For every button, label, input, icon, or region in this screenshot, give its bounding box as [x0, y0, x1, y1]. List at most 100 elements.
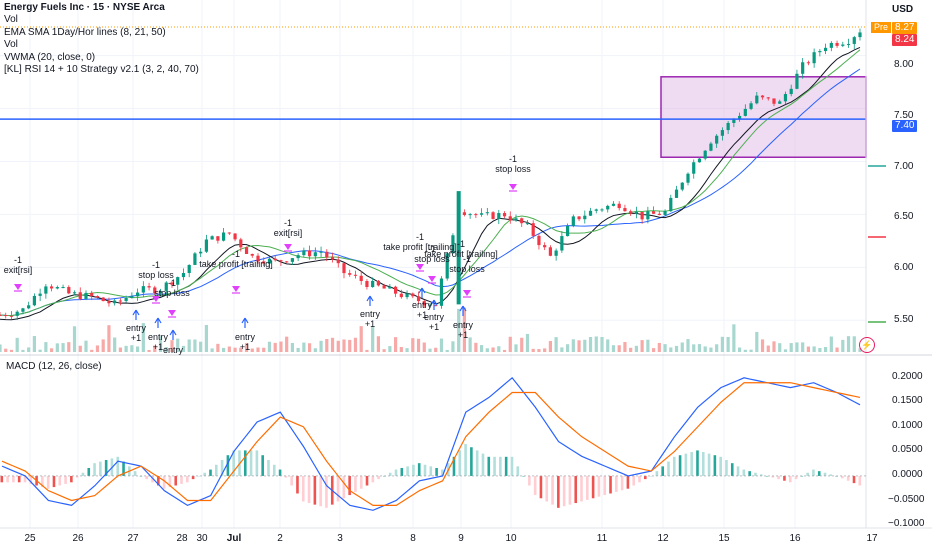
histogram-bar — [586, 475, 589, 500]
strategy-label-stop-loss: -1 stop loss — [449, 254, 485, 274]
macd-tick: 0.0000 — [892, 469, 923, 480]
last-price-tag: 8.24 — [892, 34, 918, 46]
legend-volume[interactable]: Vol — [4, 14, 18, 26]
legend-volume-2[interactable]: Vol — [4, 39, 18, 51]
volume-bar — [600, 336, 604, 352]
histogram-bar — [754, 472, 757, 476]
histogram-bar — [626, 475, 630, 489]
candle-body — [846, 43, 851, 45]
volume-bar — [606, 339, 610, 352]
macd-line — [1, 376, 861, 511]
candle-body — [359, 275, 363, 282]
volume-bar — [405, 348, 409, 352]
exit-marker — [168, 310, 176, 316]
entry-marker — [154, 317, 162, 328]
candle-body — [760, 95, 765, 98]
volume-bar — [715, 344, 719, 352]
volume-bar — [657, 342, 661, 352]
currency-label[interactable]: USD — [892, 4, 914, 15]
candle-body — [474, 214, 478, 216]
histogram-bar — [644, 475, 647, 480]
candle-body — [646, 211, 650, 220]
histogram-bar — [255, 450, 259, 476]
volume-bar — [829, 336, 833, 352]
histogram-bar — [64, 475, 67, 484]
histogram-bar — [684, 453, 688, 476]
volume-bar — [445, 349, 449, 352]
candle-body — [726, 122, 730, 131]
candle-body — [806, 62, 810, 64]
histogram-bar — [557, 475, 560, 508]
candle-body — [514, 218, 518, 221]
volume-bar — [101, 339, 105, 352]
candle-body — [27, 305, 31, 309]
volume-bar — [646, 339, 650, 352]
histogram-bar — [539, 475, 543, 499]
volume-bar — [233, 347, 237, 352]
histogram-bar — [493, 456, 496, 476]
time-tick: 3 — [337, 533, 343, 544]
candle-body — [118, 300, 122, 302]
histogram-bar — [417, 463, 421, 476]
histogram-bar — [458, 450, 462, 476]
candle-body — [577, 216, 581, 220]
volume-bar — [514, 344, 518, 352]
volume-bar — [290, 342, 294, 352]
volume-bar — [451, 341, 455, 352]
volume-bar — [27, 347, 31, 352]
candle-body — [772, 98, 776, 104]
histogram-bar — [545, 475, 549, 502]
price-zone-rectangle[interactable] — [660, 76, 867, 158]
lightning-icon[interactable]: ⚡ — [859, 337, 875, 353]
volume-bar — [313, 348, 317, 352]
volume-bar — [617, 345, 621, 352]
histogram-bar — [284, 475, 288, 478]
histogram-bar — [435, 467, 438, 476]
grid — [0, 0, 866, 528]
candle-body — [153, 287, 157, 294]
candle-body — [445, 253, 449, 279]
strategy-label-entry: entry +1 — [125, 323, 147, 343]
candle-body — [371, 280, 375, 287]
exit-marker — [509, 184, 517, 190]
time-tick: 17 — [866, 533, 878, 544]
volume-bar — [67, 342, 71, 352]
exit-marker — [232, 286, 240, 292]
histogram-bar — [574, 475, 578, 504]
histogram-bar — [359, 475, 363, 489]
histogram-bar — [168, 475, 172, 488]
candle-body — [336, 259, 340, 264]
candle-body — [15, 311, 19, 316]
macd-legend[interactable]: MACD (12, 26, close) — [6, 361, 102, 372]
candle-body — [267, 258, 272, 264]
strategy-label-entry: entry +1 — [452, 320, 474, 340]
candle-body — [32, 295, 36, 306]
volume-bar — [359, 326, 363, 352]
histogram-bar — [186, 475, 189, 483]
volume-bar — [285, 336, 289, 352]
candle-body — [90, 292, 94, 297]
histogram-bar — [603, 475, 607, 496]
macd-histogram — [0, 444, 862, 508]
candle-body — [606, 205, 610, 210]
volume-bar — [824, 347, 828, 352]
volume-bar — [457, 308, 461, 352]
histogram-bar — [52, 475, 56, 488]
volume-bar — [709, 347, 713, 352]
legend-ema-sma[interactable]: EMA SMA 1Day/Hor lines (8, 21, 50) — [4, 26, 166, 38]
candle-body — [365, 281, 369, 287]
volume-bar — [835, 347, 839, 352]
histogram-bar — [504, 456, 508, 476]
strategy-label-entry: entry +1 — [147, 332, 169, 352]
histogram-bar — [730, 463, 734, 476]
legend-rsi-strategy[interactable]: [KL] RSI 14 + 10 Strategy v2.1 (3, 2, 40… — [4, 64, 199, 76]
candle-body — [715, 135, 719, 144]
histogram-bar — [388, 472, 392, 476]
volume-bar — [176, 338, 180, 352]
legend-vwma[interactable]: VWMA (20, close, 0) — [4, 51, 96, 63]
histogram-bar — [58, 475, 62, 486]
histogram-bar — [23, 475, 27, 483]
symbol-title[interactable]: Energy Fuels Inc · 15 · NYSE Arca — [4, 2, 165, 13]
histogram-bar — [220, 459, 224, 476]
